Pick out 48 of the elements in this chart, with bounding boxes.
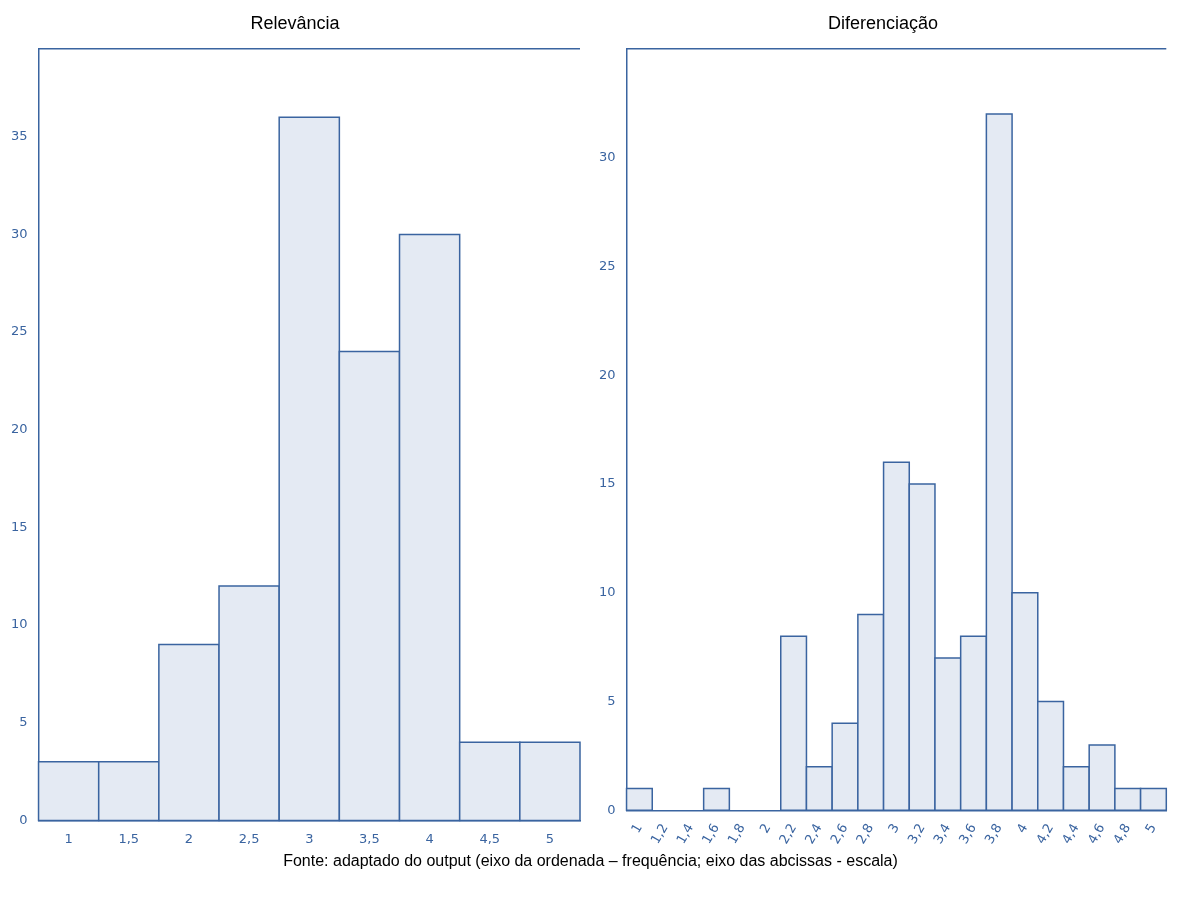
y-tick-label: 20 xyxy=(599,366,616,382)
x-tick-label: 1,2 xyxy=(647,820,671,847)
y-tick-label: 5 xyxy=(607,692,616,708)
x-tick-label: 4,5 xyxy=(479,830,501,846)
x-tick-label: 2,2 xyxy=(775,820,800,847)
x-tick-label: 1 xyxy=(627,820,645,836)
x-tick-label: 1,8 xyxy=(724,820,748,847)
x-tick-label: 2,6 xyxy=(827,820,851,847)
y-tick-label: 25 xyxy=(11,323,28,339)
x-tick-label: 4,4 xyxy=(1058,820,1082,847)
x-tick-label: 5 xyxy=(1141,820,1159,836)
x-tick-label: 1 xyxy=(64,830,73,846)
x-tick-label: 4 xyxy=(1013,820,1031,836)
y-tick-label: 25 xyxy=(599,257,616,273)
x-tick-label: 2,5 xyxy=(238,830,260,846)
x-tick-label: 4,6 xyxy=(1084,820,1108,847)
x-tick-label: 1,5 xyxy=(118,830,140,846)
y-tick-label: 15 xyxy=(11,518,28,534)
x-tick-label: 3,6 xyxy=(955,820,980,847)
y-tick-label: 0 xyxy=(607,801,616,817)
x-tick-label: 1,6 xyxy=(698,820,723,847)
chart-title: Relevância xyxy=(249,12,341,35)
x-tick-label: 5 xyxy=(545,830,555,846)
chart-title: Diferenciação xyxy=(826,12,940,35)
y-tick-label: 20 xyxy=(11,421,28,437)
x-tick-label: 3,2 xyxy=(904,820,928,847)
source-note: Fonte: adaptado do output (eixo da ordenada – frequência; eixo das abcissas - escala) xyxy=(282,852,899,870)
y-tick-label: 10 xyxy=(11,616,28,632)
x-tick-label: 2 xyxy=(184,830,194,846)
x-tick-label: 2,4 xyxy=(801,820,825,847)
y-tick-label: 35 xyxy=(11,128,28,144)
y-tick-label: 10 xyxy=(599,584,616,600)
x-tick-label: 3,5 xyxy=(359,830,380,846)
x-tick-label: 2,8 xyxy=(852,820,877,847)
y-tick-label: 15 xyxy=(599,475,616,491)
x-tick-label: 2 xyxy=(756,820,774,836)
x-tick-label: 1,4 xyxy=(673,820,697,847)
x-tick-label: 3 xyxy=(884,820,902,836)
x-tick-label: 3 xyxy=(305,830,314,846)
x-tick-label: 4,8 xyxy=(1109,820,1134,847)
y-tick-label: 5 xyxy=(19,714,28,730)
y-tick-label: 30 xyxy=(599,148,616,164)
x-tick-label: 3,4 xyxy=(930,820,954,847)
y-tick-label: 30 xyxy=(11,225,28,241)
x-tick-label: 3,8 xyxy=(981,820,1005,847)
x-tick-label: 4,2 xyxy=(1032,820,1057,847)
y-tick-label: 0 xyxy=(19,811,28,827)
x-tick-label: 4 xyxy=(425,830,434,846)
